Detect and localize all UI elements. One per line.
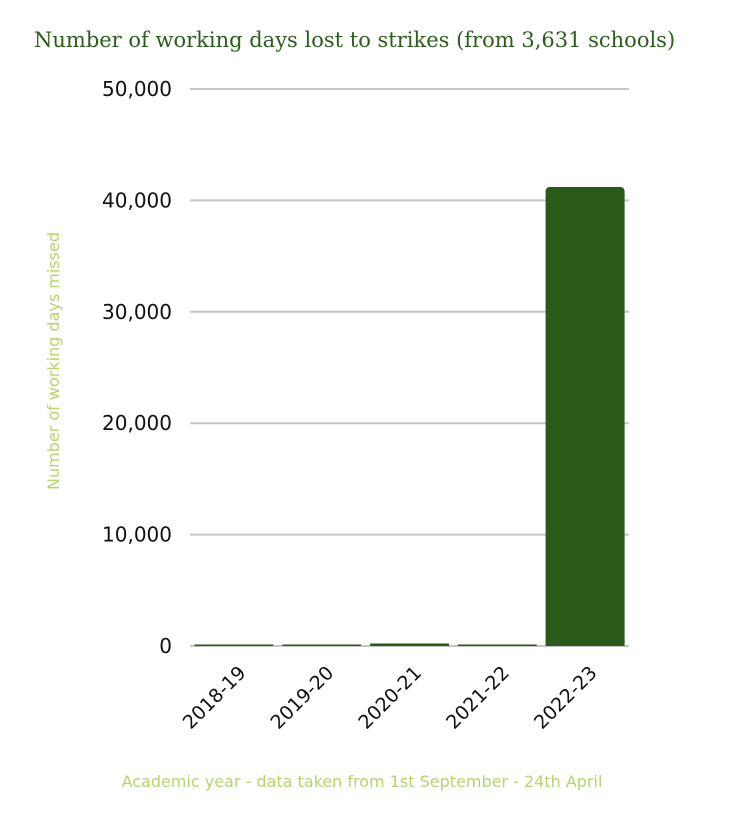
x-tick-label: 2022-23 bbox=[530, 662, 602, 734]
y-tick-label: 40,000 bbox=[102, 188, 172, 212]
y-tick-label: 50,000 bbox=[102, 77, 172, 101]
bar-2018-19 bbox=[194, 644, 274, 646]
bar-2020-21 bbox=[369, 643, 450, 646]
bar-2022-23 bbox=[545, 187, 625, 647]
chart-title: Number of working days lost to strikes (… bbox=[34, 28, 675, 52]
y-axis-ticks: 0 10,000 20,000 30,000 40,000 50,000 bbox=[102, 77, 172, 658]
bar-base-2022-23 bbox=[545, 640, 625, 646]
x-axis-label: Academic year - data taken from 1st Sept… bbox=[122, 772, 603, 791]
y-tick-label: 10,000 bbox=[102, 523, 172, 547]
y-axis-label: Number of working days missed bbox=[44, 232, 63, 490]
x-tick-label: 2019-20 bbox=[267, 662, 339, 734]
y-tick-label: 20,000 bbox=[102, 411, 172, 435]
x-tick-label: 2021-22 bbox=[442, 662, 514, 734]
x-tick-label: 2018-19 bbox=[179, 662, 251, 734]
bar-2021-22 bbox=[457, 644, 537, 646]
y-tick-label: 0 bbox=[159, 634, 172, 658]
bars bbox=[194, 187, 625, 647]
y-tick-label: 30,000 bbox=[102, 300, 172, 324]
bar-2019-20 bbox=[282, 644, 362, 646]
x-tick-label: 2020-21 bbox=[354, 662, 426, 734]
x-axis-ticks: 2018-19 2019-20 2020-21 2021-22 2022-23 bbox=[179, 662, 602, 734]
